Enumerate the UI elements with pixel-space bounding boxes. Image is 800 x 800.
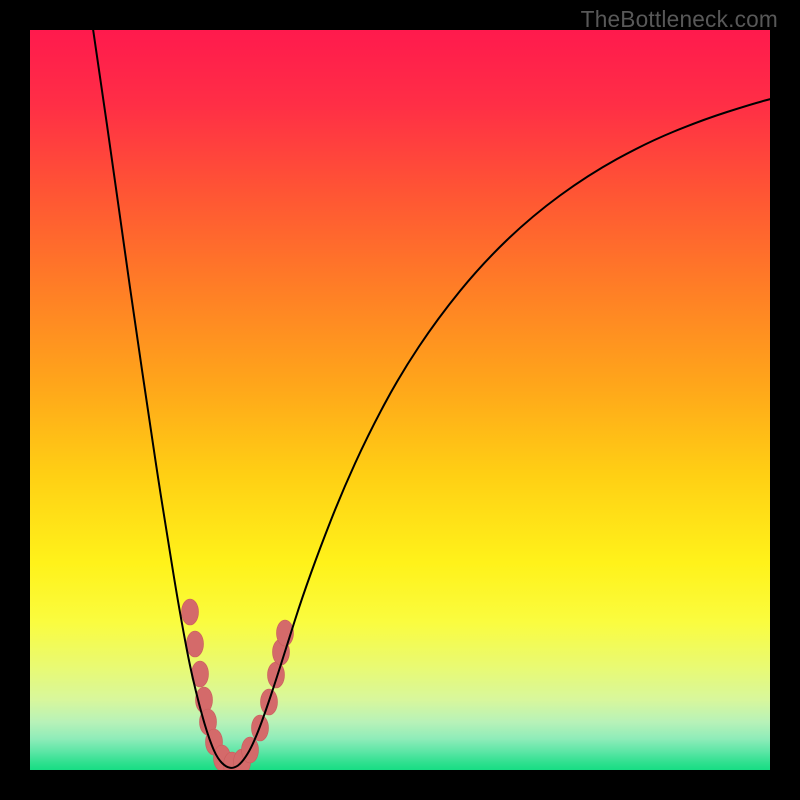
curve-left (92, 30, 232, 768)
plot-area (30, 30, 770, 770)
chart-svg (30, 30, 770, 770)
watermark-text: TheBottleneck.com (581, 6, 778, 33)
data-marker (268, 662, 285, 688)
data-marker (187, 631, 204, 657)
data-marker (182, 599, 199, 625)
marker-group (182, 599, 294, 770)
curve-right (232, 97, 770, 768)
